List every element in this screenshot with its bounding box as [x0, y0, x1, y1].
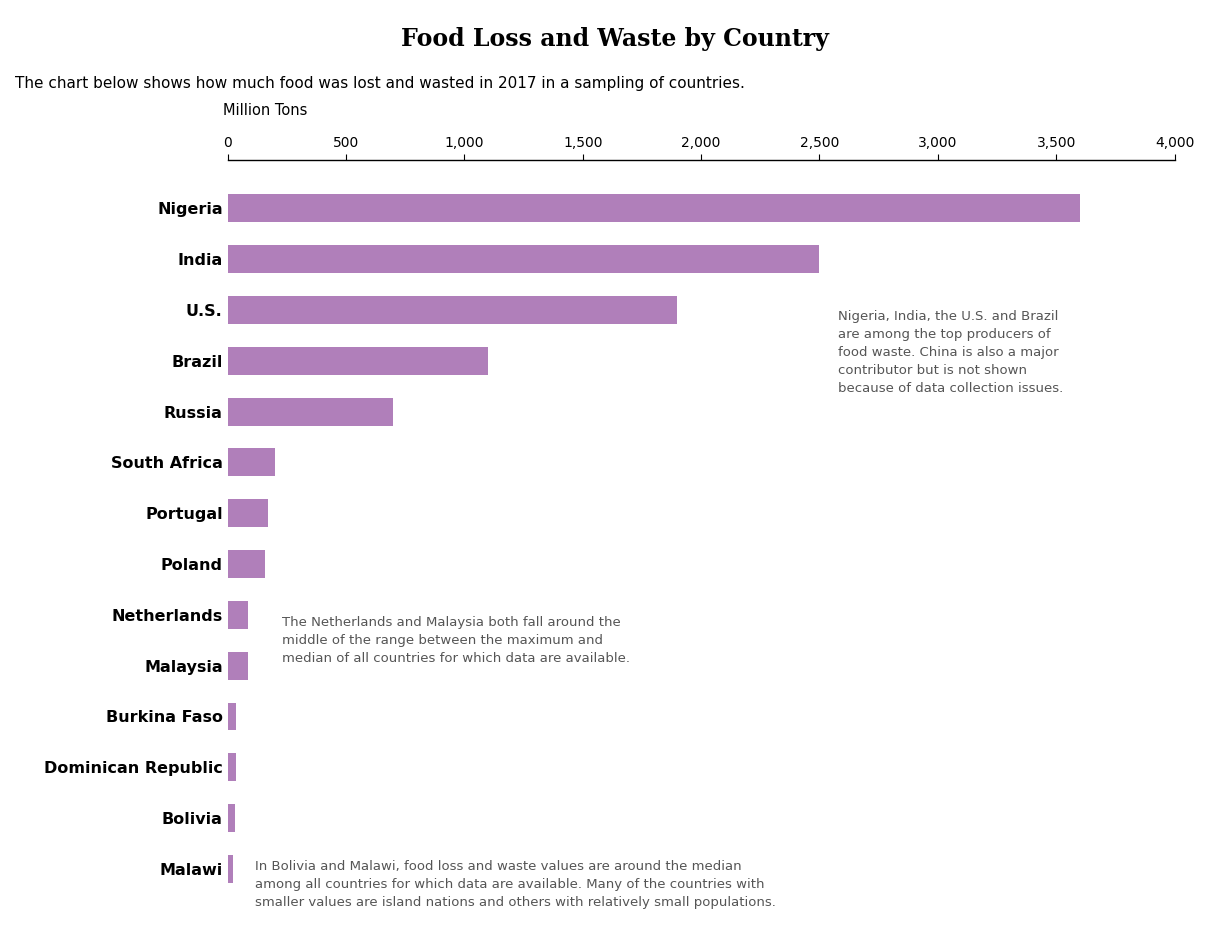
Text: Nigeria, India, the U.S. and Brazil
are among the top producers of
food waste. C: Nigeria, India, the U.S. and Brazil are … — [839, 310, 1064, 395]
Bar — [228, 804, 235, 832]
Bar — [228, 499, 268, 527]
Text: Food Loss and Waste by Country: Food Loss and Waste by Country — [401, 26, 829, 51]
Bar — [228, 855, 234, 883]
Bar — [228, 550, 266, 578]
Bar — [228, 753, 236, 782]
Bar — [228, 703, 236, 730]
Bar — [228, 296, 678, 324]
Bar — [228, 601, 247, 629]
Bar — [228, 398, 394, 426]
Bar — [228, 195, 1080, 223]
Bar — [228, 245, 819, 273]
Text: The Netherlands and Malaysia both fall around the
middle of the range between th: The Netherlands and Malaysia both fall a… — [282, 616, 630, 665]
Text: In Bolivia and Malawi, food loss and waste values are around the median
among al: In Bolivia and Malawi, food loss and was… — [255, 859, 776, 909]
Text: The chart below shows how much food was lost and wasted in 2017 in a sampling of: The chart below shows how much food was … — [15, 76, 744, 91]
Bar — [228, 347, 488, 374]
Text: Million Tons: Million Tons — [223, 103, 308, 119]
Bar — [228, 448, 276, 476]
Bar — [228, 651, 247, 680]
